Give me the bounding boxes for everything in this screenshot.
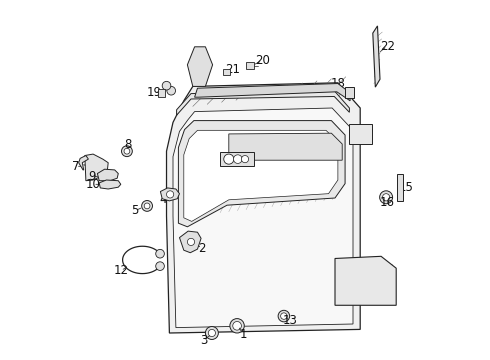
- Circle shape: [233, 321, 242, 330]
- Circle shape: [208, 329, 216, 337]
- FancyBboxPatch shape: [246, 62, 254, 69]
- FancyBboxPatch shape: [222, 69, 230, 75]
- Circle shape: [142, 201, 152, 211]
- Text: 10: 10: [86, 178, 100, 191]
- Circle shape: [278, 310, 290, 322]
- Text: 7: 7: [72, 160, 79, 173]
- Circle shape: [242, 156, 248, 163]
- Polygon shape: [178, 121, 345, 227]
- Circle shape: [162, 81, 171, 90]
- FancyBboxPatch shape: [348, 124, 372, 144]
- Text: 20: 20: [255, 54, 270, 67]
- Circle shape: [291, 151, 296, 157]
- Circle shape: [224, 154, 234, 164]
- Circle shape: [230, 319, 245, 333]
- FancyBboxPatch shape: [345, 87, 354, 98]
- Text: 21: 21: [225, 63, 240, 76]
- Polygon shape: [335, 256, 396, 305]
- Circle shape: [187, 238, 195, 246]
- FancyBboxPatch shape: [220, 152, 254, 166]
- Polygon shape: [195, 84, 350, 101]
- Text: 18: 18: [330, 77, 345, 90]
- Text: 8: 8: [124, 138, 132, 150]
- Polygon shape: [187, 47, 213, 86]
- Polygon shape: [79, 156, 88, 170]
- Polygon shape: [184, 130, 338, 221]
- FancyBboxPatch shape: [158, 89, 165, 97]
- Text: 1: 1: [240, 328, 247, 341]
- Text: 13: 13: [283, 314, 297, 327]
- Polygon shape: [85, 154, 108, 181]
- Polygon shape: [98, 169, 118, 181]
- Text: 12: 12: [113, 264, 128, 277]
- Circle shape: [167, 86, 175, 95]
- Polygon shape: [160, 188, 179, 201]
- Text: 9: 9: [88, 170, 96, 183]
- Polygon shape: [173, 108, 353, 328]
- Circle shape: [156, 249, 164, 258]
- Circle shape: [288, 148, 299, 160]
- Circle shape: [156, 262, 164, 270]
- Polygon shape: [179, 231, 201, 253]
- Circle shape: [122, 146, 132, 157]
- Circle shape: [233, 155, 242, 163]
- Polygon shape: [229, 133, 342, 160]
- Text: 5: 5: [131, 204, 139, 217]
- Circle shape: [281, 313, 287, 319]
- Text: 11: 11: [372, 288, 388, 301]
- Text: 15: 15: [399, 181, 414, 194]
- Text: 14: 14: [291, 141, 306, 154]
- Circle shape: [380, 191, 392, 204]
- Polygon shape: [176, 91, 349, 115]
- Polygon shape: [373, 26, 380, 87]
- Polygon shape: [167, 83, 360, 333]
- Circle shape: [205, 327, 219, 339]
- Text: 4: 4: [159, 193, 167, 206]
- Text: 17: 17: [359, 129, 374, 141]
- Circle shape: [124, 148, 130, 154]
- Text: 16: 16: [380, 196, 395, 209]
- Text: 22: 22: [380, 40, 395, 53]
- Text: 6: 6: [219, 153, 226, 166]
- Circle shape: [167, 191, 174, 198]
- Circle shape: [144, 203, 150, 209]
- Text: 3: 3: [200, 334, 207, 347]
- Text: 2: 2: [198, 242, 205, 255]
- Circle shape: [383, 194, 390, 201]
- FancyBboxPatch shape: [396, 175, 403, 201]
- Text: 19: 19: [147, 86, 162, 99]
- Polygon shape: [99, 180, 121, 189]
